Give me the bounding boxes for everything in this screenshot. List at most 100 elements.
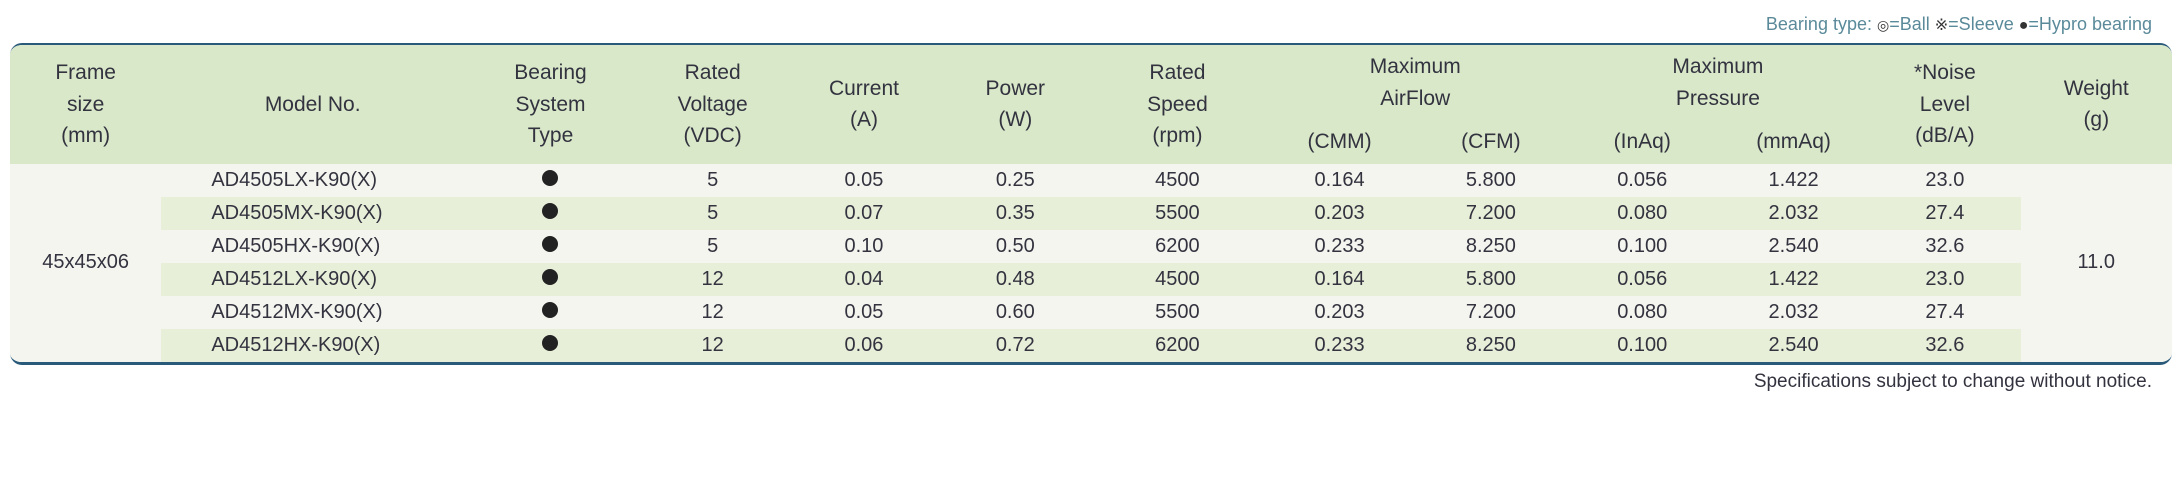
cell-speed: 4500 [1091, 263, 1264, 296]
table-row: AD4512MX-K90(X) 12 0.05 0.60 5500 0.203 … [10, 296, 2172, 329]
table-row: AD4512LX-K90(X) 12 0.04 0.48 4500 0.164 … [10, 263, 2172, 296]
cell-power: 0.60 [940, 296, 1091, 329]
th-pressure-group: Maximum Pressure [1567, 45, 1870, 120]
cell-current: 0.10 [788, 230, 939, 263]
cell-model: AD4512MX-K90(X) [161, 296, 464, 329]
cell-inaq: 0.080 [1567, 197, 1718, 230]
legend-ball-label: =Ball [1889, 14, 1930, 34]
cell-inaq: 0.056 [1567, 164, 1718, 197]
th-mmaq: (mmAq) [1718, 120, 1869, 164]
cell-current: 0.05 [788, 164, 939, 197]
cell-model: AD4512HX-K90(X) [161, 329, 464, 362]
hypro-icon [542, 335, 558, 351]
cell-weight: 11.0 [2021, 164, 2172, 362]
cell-speed: 6200 [1091, 329, 1264, 362]
hypro-icon [542, 269, 558, 285]
table-row: AD4512HX-K90(X) 12 0.06 0.72 6200 0.233 … [10, 329, 2172, 362]
cell-cfm: 7.200 [1415, 197, 1566, 230]
legend-hypro-symbol: ● [2019, 17, 2029, 34]
cell-inaq: 0.100 [1567, 230, 1718, 263]
cell-power: 0.48 [940, 263, 1091, 296]
cell-speed: 4500 [1091, 164, 1264, 197]
cell-speed: 6200 [1091, 230, 1264, 263]
cell-cfm: 5.800 [1415, 263, 1566, 296]
cell-current: 0.07 [788, 197, 939, 230]
cell-model: AD4505HX-K90(X) [161, 230, 464, 263]
cell-mmaq: 2.540 [1718, 329, 1869, 362]
hypro-icon [542, 203, 558, 219]
bearing-type-legend: Bearing type: ◎=Ball ※=Sleeve ●=Hypro be… [10, 10, 2172, 43]
cell-cfm: 7.200 [1415, 296, 1566, 329]
legend-sleeve-symbol: ※ [1935, 17, 1948, 34]
table-body: 45x45x06 AD4505LX-K90(X) 5 0.05 0.25 450… [10, 164, 2172, 362]
cell-inaq: 0.080 [1567, 296, 1718, 329]
cell-noise: 27.4 [1869, 197, 2020, 230]
spec-table-container: KENTEL Frame size (mm) Model No. Bearing… [10, 43, 2172, 365]
hypro-icon [542, 170, 558, 186]
th-inaq: (InAq) [1567, 120, 1718, 164]
cell-voltage: 5 [637, 164, 788, 197]
cell-noise: 23.0 [1869, 164, 2020, 197]
th-current: Current (A) [788, 45, 939, 164]
cell-bearing [464, 296, 637, 329]
th-power: Power (W) [940, 45, 1091, 164]
table-row: AD4505MX-K90(X) 5 0.07 0.35 5500 0.203 7… [10, 197, 2172, 230]
cell-power: 0.72 [940, 329, 1091, 362]
cell-noise: 32.6 [1869, 230, 2020, 263]
cell-bearing [464, 230, 637, 263]
cell-bearing [464, 164, 637, 197]
cell-cmm: 0.233 [1264, 329, 1415, 362]
cell-cfm: 8.250 [1415, 329, 1566, 362]
cell-cmm: 0.164 [1264, 263, 1415, 296]
th-airflow-group: Maximum AirFlow [1264, 45, 1567, 120]
th-noise: *Noise Level (dB/A) [1869, 45, 2020, 164]
cell-model: AD4505LX-K90(X) [161, 164, 464, 197]
hypro-icon [542, 302, 558, 318]
th-weight: Weight (g) [2021, 45, 2172, 164]
cell-current: 0.04 [788, 263, 939, 296]
cell-speed: 5500 [1091, 197, 1264, 230]
cell-mmaq: 2.032 [1718, 296, 1869, 329]
legend-sleeve-label: =Sleeve [1948, 14, 2014, 34]
th-cfm: (CFM) [1415, 120, 1566, 164]
cell-power: 0.25 [940, 164, 1091, 197]
th-model: Model No. [161, 45, 464, 164]
cell-cmm: 0.203 [1264, 296, 1415, 329]
cell-mmaq: 1.422 [1718, 164, 1869, 197]
cell-model: AD4505MX-K90(X) [161, 197, 464, 230]
table-header: Frame size (mm) Model No. Bearing System… [10, 45, 2172, 164]
legend-hypro-label: =Hypro bearing [2028, 14, 2152, 34]
cell-inaq: 0.056 [1567, 263, 1718, 296]
spec-table: Frame size (mm) Model No. Bearing System… [10, 45, 2172, 362]
cell-voltage: 5 [637, 230, 788, 263]
cell-voltage: 12 [637, 329, 788, 362]
cell-inaq: 0.100 [1567, 329, 1718, 362]
th-cmm: (CMM) [1264, 120, 1415, 164]
cell-speed: 5500 [1091, 296, 1264, 329]
cell-power: 0.50 [940, 230, 1091, 263]
cell-voltage: 12 [637, 263, 788, 296]
cell-cmm: 0.233 [1264, 230, 1415, 263]
th-frame: Frame size (mm) [10, 45, 161, 164]
cell-noise: 23.0 [1869, 263, 2020, 296]
legend-prefix: Bearing type: [1766, 14, 1872, 34]
cell-voltage: 5 [637, 197, 788, 230]
table-row: AD4505HX-K90(X) 5 0.10 0.50 6200 0.233 8… [10, 230, 2172, 263]
footer-note: Specifications subject to change without… [10, 365, 2172, 393]
cell-model: AD4512LX-K90(X) [161, 263, 464, 296]
cell-cfm: 5.800 [1415, 164, 1566, 197]
cell-current: 0.05 [788, 296, 939, 329]
cell-mmaq: 2.032 [1718, 197, 1869, 230]
hypro-icon [542, 236, 558, 252]
cell-power: 0.35 [940, 197, 1091, 230]
cell-cfm: 8.250 [1415, 230, 1566, 263]
cell-cmm: 0.164 [1264, 164, 1415, 197]
cell-current: 0.06 [788, 329, 939, 362]
cell-voltage: 12 [637, 296, 788, 329]
cell-bearing [464, 329, 637, 362]
table-row: 45x45x06 AD4505LX-K90(X) 5 0.05 0.25 450… [10, 164, 2172, 197]
th-bearing: Bearing System Type [464, 45, 637, 164]
cell-mmaq: 1.422 [1718, 263, 1869, 296]
cell-mmaq: 2.540 [1718, 230, 1869, 263]
cell-bearing [464, 263, 637, 296]
